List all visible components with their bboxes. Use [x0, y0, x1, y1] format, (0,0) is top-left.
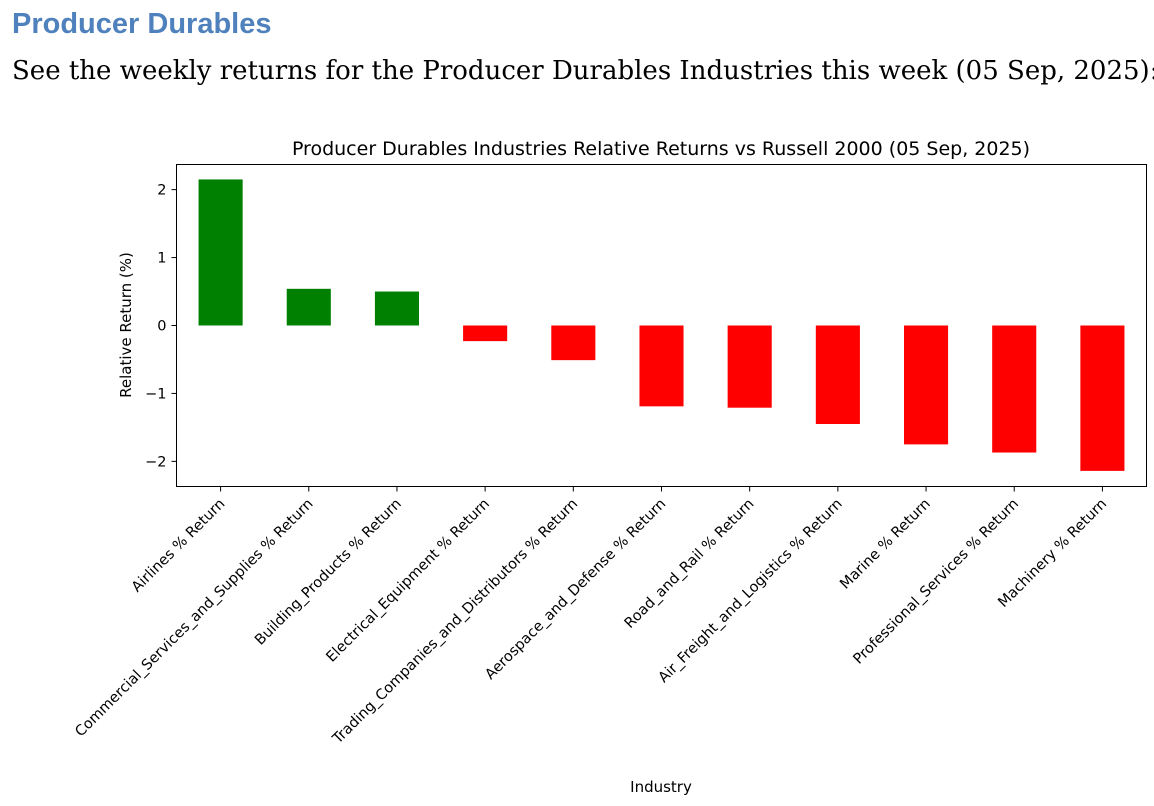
bar-6	[639, 325, 684, 407]
bar-9	[904, 325, 949, 445]
x-tick-label: Marine % Return	[837, 496, 934, 593]
bars-layer	[198, 179, 1125, 471]
y-axis: 2 1 0 −1 −2	[145, 183, 177, 470]
bar-7	[727, 325, 772, 408]
x-tick-label: Aerospace_and_Defense % Return	[482, 496, 669, 683]
intro-text: See the weekly returns for the Producer …	[12, 56, 1154, 86]
bar-5	[551, 325, 596, 361]
y-tick-label: 1	[157, 251, 166, 267]
returns-bar-chart: Producer Durables Industries Relative Re…	[72, 138, 1147, 796]
page-heading: Producer Durables	[12, 8, 272, 40]
bar-8	[815, 325, 860, 425]
y-tick-label: 2	[157, 183, 166, 199]
plot-frame	[176, 164, 1147, 487]
y-tick-label: −2	[145, 454, 166, 470]
y-tick-label: −1	[145, 386, 166, 402]
x-tick-label: Airlines % Return	[129, 496, 229, 596]
x-axis-label: Industry	[630, 778, 692, 796]
x-tick-label: Building_Products % Return	[252, 496, 405, 649]
x-tick-label: Air_Freight_and_Logistics % Return	[656, 496, 846, 686]
bar-4	[463, 325, 508, 342]
bar-2	[286, 288, 331, 326]
x-tick-label: Professional_Services % Return	[850, 496, 1022, 668]
x-axis: Airlines % ReturnCommercial_Services_and…	[72, 486, 1110, 748]
bar-1	[198, 179, 243, 326]
y-tick-label: 0	[157, 319, 166, 335]
bar-10	[992, 325, 1037, 453]
chart-title: Producer Durables Industries Relative Re…	[292, 138, 1030, 160]
bar-11	[1080, 325, 1125, 471]
x-tick-label: Electrical_Equipment % Return	[323, 496, 493, 666]
bar-3	[374, 291, 419, 326]
y-axis-label: Relative Return (%)	[117, 252, 135, 398]
